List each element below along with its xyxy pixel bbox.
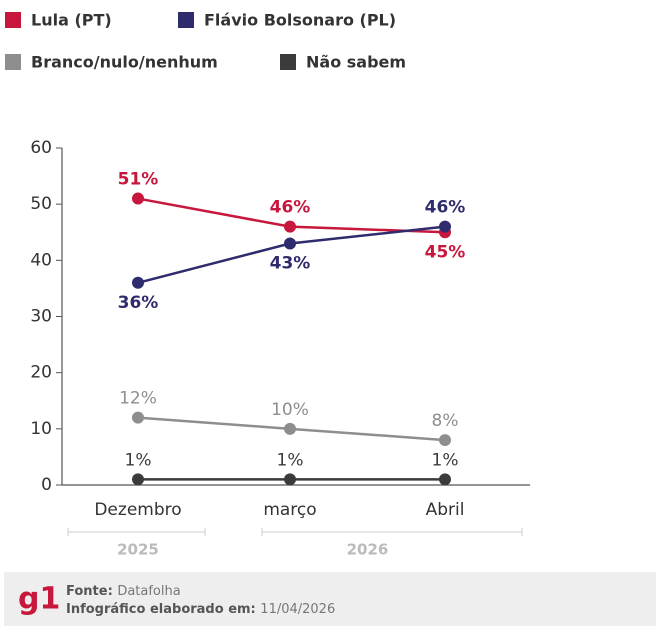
x-tick-label: Abril	[426, 500, 465, 520]
value-label: 45%	[425, 242, 466, 262]
group-label: 2026	[347, 541, 389, 559]
y-tick-label: 60	[30, 138, 52, 158]
y-tick-label: 40	[30, 250, 52, 270]
x-tick-label: Dezembro	[94, 500, 181, 520]
legend-swatch	[5, 12, 21, 28]
point	[284, 473, 296, 486]
legend-label: Lula (PT)	[31, 11, 112, 30]
y-tick-label: 20	[30, 363, 52, 383]
footer-bg	[4, 572, 656, 626]
legend-label: Não sabem	[306, 53, 406, 72]
point	[439, 220, 451, 233]
made-date: 11/04/2026	[260, 602, 335, 617]
source-label: Fonte:	[66, 584, 113, 599]
point	[132, 473, 144, 486]
logo: g1	[18, 582, 60, 617]
value-label: 51%	[118, 170, 159, 190]
y-tick-label: 30	[30, 307, 52, 327]
legend-swatch	[5, 54, 21, 70]
value-label: 36%	[118, 293, 159, 313]
y-tick-label: 10	[30, 419, 52, 439]
value-label: 46%	[270, 198, 311, 218]
point	[284, 422, 296, 435]
made-label: Infográfico elaborado em:	[66, 602, 256, 617]
source: Datafolha	[117, 584, 180, 599]
value-label: 1%	[277, 450, 304, 470]
value-label: 1%	[125, 450, 152, 470]
point	[439, 473, 451, 486]
group-label: 2025	[117, 541, 159, 559]
source-label: Fonte: Datafolha	[66, 584, 181, 599]
point	[284, 220, 296, 233]
value-label: 43%	[270, 253, 311, 273]
legend-label: Flávio Bolsonaro (PL)	[204, 11, 396, 30]
y-tick-label: 50	[30, 194, 52, 214]
legend-swatch	[280, 54, 296, 70]
point	[132, 192, 144, 205]
point	[439, 434, 451, 447]
value-label: 1%	[432, 450, 459, 470]
legend-swatch	[178, 12, 194, 28]
value-label: 46%	[425, 198, 466, 218]
point	[132, 411, 144, 424]
value-label: 8%	[432, 411, 459, 431]
legend-label: Branco/nulo/nenhum	[31, 53, 218, 72]
made-label: Infográfico elaborado em: 11/04/2026	[66, 602, 335, 617]
point	[132, 276, 144, 289]
x-tick-label: março	[263, 500, 316, 520]
point	[284, 237, 296, 250]
value-label: 12%	[119, 389, 157, 409]
y-tick-label: 0	[41, 475, 52, 495]
value-label: 10%	[271, 400, 309, 420]
